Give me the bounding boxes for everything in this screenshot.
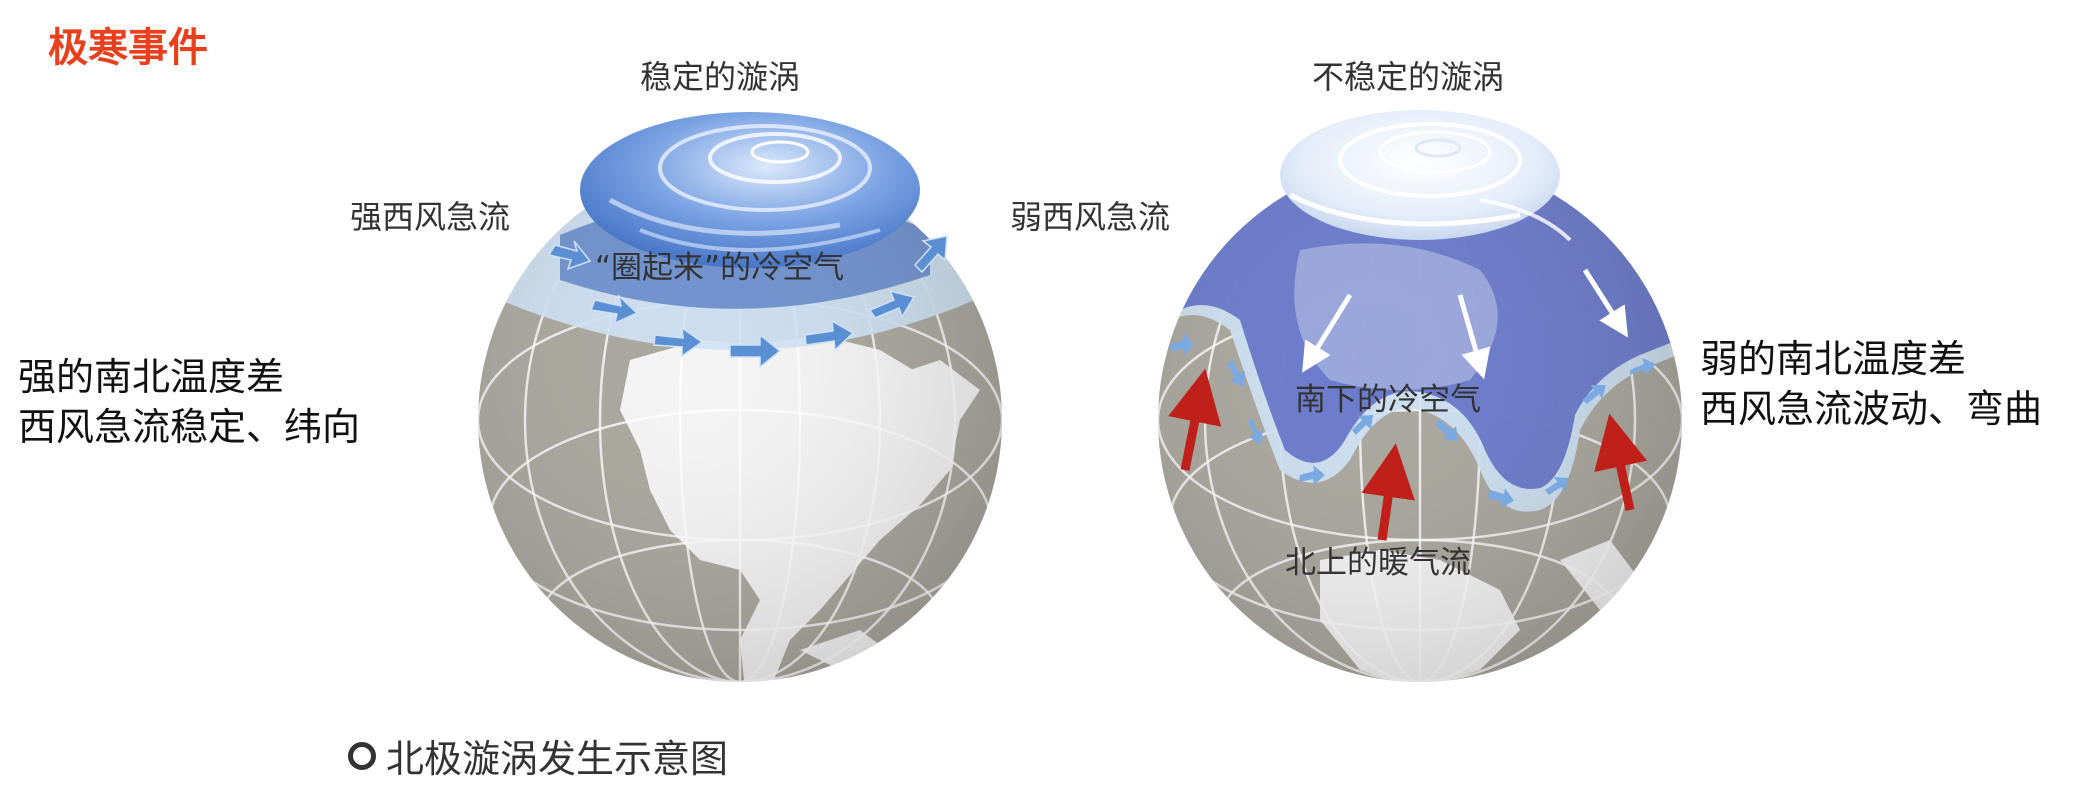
jet-arrow xyxy=(1582,385,1606,404)
jet-arrow xyxy=(913,235,948,274)
page-title: 极寒事件 xyxy=(48,25,208,71)
jet-arrow xyxy=(1170,333,1194,355)
stable-vortex-label: 稳定的漩涡 xyxy=(640,58,801,96)
circle-bullet-icon xyxy=(348,741,376,770)
left-side-line-1: 强的南北温度差 xyxy=(18,355,285,399)
jet-arrow xyxy=(1630,358,1656,375)
right-side-description: 弱的南北温度差 西风急流波动、弯曲 xyxy=(1700,334,2042,434)
warm-air-arrow xyxy=(1168,368,1222,471)
left-globe xyxy=(478,112,1002,682)
weak-jet-label: 弱西风急流 xyxy=(1010,198,1171,236)
right-side-line-1: 弱的南北温度差 xyxy=(1700,337,1967,381)
northward-warm-air-label: 北上的暖气流 xyxy=(1285,545,1471,581)
unstable-vortex xyxy=(1280,110,1572,242)
cold-air-arrow xyxy=(1582,268,1629,338)
left-side-description: 强的南北温度差 西风急流稳定、纬向 xyxy=(18,352,360,452)
jet-arrow xyxy=(1545,477,1569,495)
jet-arrow xyxy=(653,326,704,358)
stable-vortex xyxy=(580,112,920,268)
jet-arrow xyxy=(804,319,855,352)
jet-arrow xyxy=(589,293,639,325)
southward-cold-arrows xyxy=(1302,268,1629,380)
jet-arrow xyxy=(547,240,592,271)
jet-arrow xyxy=(1352,415,1373,435)
trapped-cold-air-label: “圈起来”的冷空气 xyxy=(595,250,845,286)
right-jet-arrows xyxy=(1170,333,1656,508)
southward-cold-air-label: 南下的冷空气 xyxy=(1295,382,1481,418)
northward-warm-arrows xyxy=(1168,368,1648,541)
right-side-line-2: 西风急流波动、弯曲 xyxy=(1700,387,2043,432)
strong-jet-label: 强西风急流 xyxy=(350,198,511,236)
right-globe xyxy=(1158,110,1682,682)
warm-air-arrow xyxy=(1594,413,1648,511)
jet-arrow xyxy=(729,333,782,369)
left-side-line-2: 西风急流稳定、纬向 xyxy=(18,405,361,450)
jet-arrow xyxy=(1488,488,1514,508)
unstable-vortex-label: 不稳定的漩涡 xyxy=(1312,58,1505,96)
left-jet-arrows xyxy=(547,235,948,369)
figure-caption: 北极漩涡发生示意图 xyxy=(348,728,728,783)
jet-arrow xyxy=(1299,465,1325,485)
jet-arrow xyxy=(1248,418,1263,445)
jet-arrow xyxy=(1227,360,1245,387)
jet-arrow xyxy=(868,289,916,319)
caption-text: 北极漩涡发生示意图 xyxy=(386,737,729,781)
jet-arrow xyxy=(1435,420,1458,441)
cold-air-arrow xyxy=(1302,293,1353,373)
cold-air-arrow xyxy=(1457,294,1491,380)
warm-air-arrow xyxy=(1361,443,1415,541)
